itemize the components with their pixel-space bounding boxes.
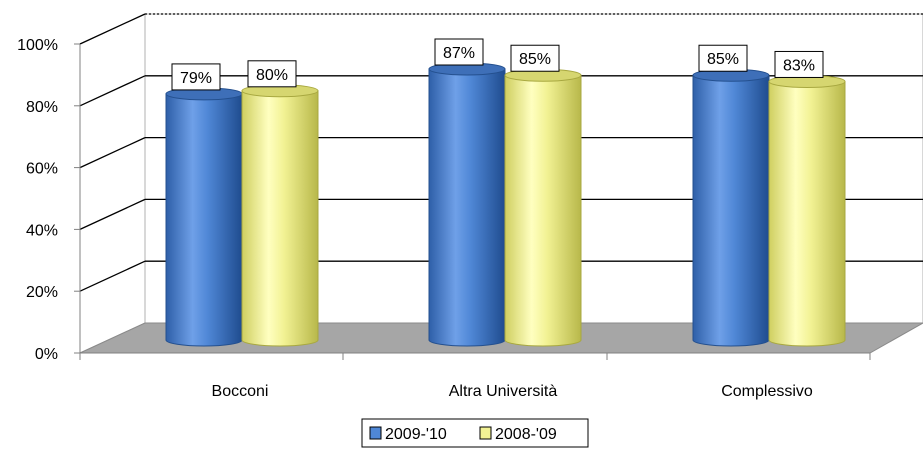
bar-body [428,68,506,347]
legend-box [361,418,589,448]
legend-swatch [369,426,382,440]
bar: 85% [504,44,582,347]
y-tick-label: 40% [26,222,58,239]
bar-body [165,93,243,347]
x-tick-label: Altra Università [449,383,558,400]
data-label-text: 83% [783,57,815,74]
y-tick-label: 0% [35,346,58,363]
gridline-side [79,260,146,292]
x-tick-label: Bocconi [212,383,269,400]
data-label-box [171,63,221,91]
x-tick-label: Complessivo [721,383,813,400]
data-label: 80% [247,60,297,88]
data-label: 85% [510,44,560,72]
y-tick-label: 60% [26,161,58,178]
bar: 83% [768,50,846,347]
data-label-box [247,60,297,88]
data-label-text: 85% [519,51,551,68]
bar: 80% [241,60,319,347]
data-label: 79% [171,63,221,91]
bar-body [504,74,582,347]
data-label-text: 79% [180,70,212,87]
gridline-side [79,198,146,230]
gridline-side [79,75,146,107]
y-axis: 0% 20% 40% 60% 80% 100% [17,37,81,363]
bar-body [768,80,846,347]
bar: 87% [428,38,506,347]
bar-body [241,90,319,347]
legend-label: 2009-'10 [385,426,447,443]
data-label-box [774,50,824,78]
legend-swatch [479,426,492,440]
x-axis: Bocconi Altra Università Complessivo [79,352,871,400]
bar: 79% [165,63,243,347]
data-label-text: 87% [443,45,475,62]
data-label: 87% [434,38,484,66]
data-label-text: 85% [707,51,739,68]
y-tick-label: 100% [17,37,58,54]
data-label: 85% [698,44,748,72]
data-label: 83% [774,50,824,78]
y-tick-label: 80% [26,99,58,116]
data-label-box [510,44,560,72]
legend-label: 2008-'09 [495,426,557,443]
gridline-side [79,137,146,169]
data-label-box [434,38,484,66]
gridline-side [79,13,146,45]
data-label-box [698,44,748,72]
side-wall [79,13,146,354]
legend-item: 2009-'10 [369,426,447,443]
legend-item: 2008-'09 [479,426,557,443]
bar-body [692,74,770,347]
legend: 2009-'10 2008-'09 [361,418,589,448]
data-label-text: 80% [256,67,288,84]
y-tick-label: 20% [26,284,58,301]
bars: 79% 80% 87% 85% 85% 83% [165,38,846,347]
bar: 85% [692,44,770,347]
